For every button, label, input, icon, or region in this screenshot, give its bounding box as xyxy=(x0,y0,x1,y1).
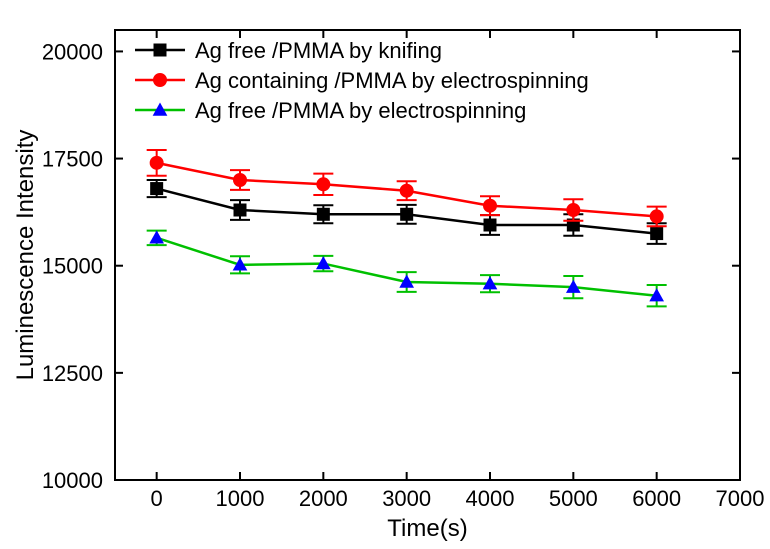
marker-circle xyxy=(150,156,163,169)
chart-container: 0 1000 2000 3000 4000 5000 6000 7000 Time(s) 1000… xyxy=(0,0,770,549)
x-tick-label: 2000 xyxy=(299,486,348,511)
x-tick-label: 6000 xyxy=(632,486,681,511)
y-tick-label: 12500 xyxy=(42,361,103,386)
x-tick-label: 1000 xyxy=(216,486,265,511)
marker-square xyxy=(234,204,246,216)
x-axis-title: Time(s) xyxy=(387,515,467,542)
y-tick-label: 15000 xyxy=(42,254,103,279)
x-tick-label: 0 xyxy=(151,486,163,511)
marker-circle xyxy=(317,178,330,191)
legend-label: Ag containing /PMMA by electrospinning xyxy=(195,68,589,93)
marker-square xyxy=(151,183,163,195)
marker-circle xyxy=(567,204,580,217)
legend-label: Ag free /PMMA by knifing xyxy=(195,38,442,63)
y-tick-label: 17500 xyxy=(42,147,103,172)
y-axis-title: Luminescence Intensity xyxy=(12,130,39,381)
y-tick-label: 10000 xyxy=(42,468,103,493)
x-tick-label: 3000 xyxy=(382,486,431,511)
marker-circle xyxy=(484,199,497,212)
marker-square xyxy=(317,208,329,220)
marker-circle xyxy=(154,74,167,87)
marker-square xyxy=(401,208,413,220)
marker-circle xyxy=(234,174,247,187)
legend: Ag free /PMMA by knifing Ag containing /P… xyxy=(135,38,589,123)
marker-square xyxy=(484,219,496,231)
x-tick-label: 5000 xyxy=(549,486,598,511)
x-tick-label: 7000 xyxy=(716,486,765,511)
marker-circle xyxy=(650,210,663,223)
legend-label: Ag free /PMMA by electrospinning xyxy=(195,98,526,123)
y-tick-label: 20000 xyxy=(42,39,103,64)
line-chart: 0 1000 2000 3000 4000 5000 6000 7000 Time(s) 1000… xyxy=(0,0,770,549)
marker-circle xyxy=(400,184,413,197)
marker-square xyxy=(651,228,663,240)
series xyxy=(147,231,667,307)
x-tick-label: 4000 xyxy=(466,486,515,511)
marker-square xyxy=(154,44,166,56)
marker-triangle xyxy=(150,231,163,243)
